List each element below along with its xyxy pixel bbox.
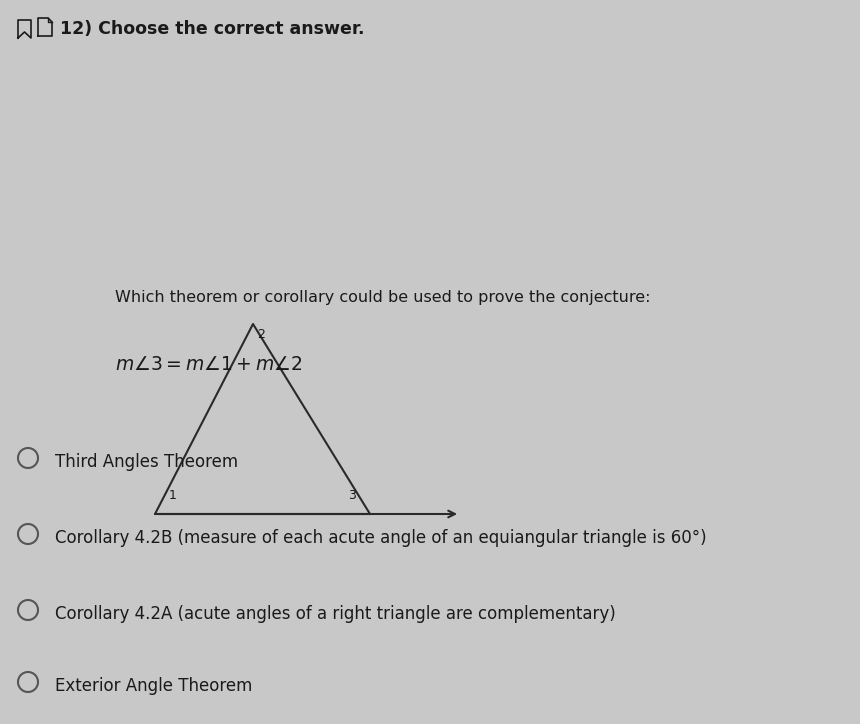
Text: 3: 3 bbox=[348, 489, 356, 502]
Text: Corollary 4.2A (acute angles of a right triangle are complementary): Corollary 4.2A (acute angles of a right … bbox=[55, 605, 616, 623]
Text: 1: 1 bbox=[169, 489, 177, 502]
Text: Exterior Angle Theorem: Exterior Angle Theorem bbox=[55, 677, 252, 695]
Text: 2: 2 bbox=[257, 328, 265, 341]
Text: Third Angles Theorem: Third Angles Theorem bbox=[55, 453, 238, 471]
Text: Which theorem or corollary could be used to prove the conjecture:: Which theorem or corollary could be used… bbox=[115, 290, 650, 305]
Text: $m\angle 3 = m\angle 1 + m\angle 2$: $m\angle 3 = m\angle 1 + m\angle 2$ bbox=[115, 355, 302, 374]
Text: 12) Choose the correct answer.: 12) Choose the correct answer. bbox=[60, 20, 365, 38]
Text: Corollary 4.2B (measure of each acute angle of an equiangular triangle is 60°): Corollary 4.2B (measure of each acute an… bbox=[55, 529, 707, 547]
